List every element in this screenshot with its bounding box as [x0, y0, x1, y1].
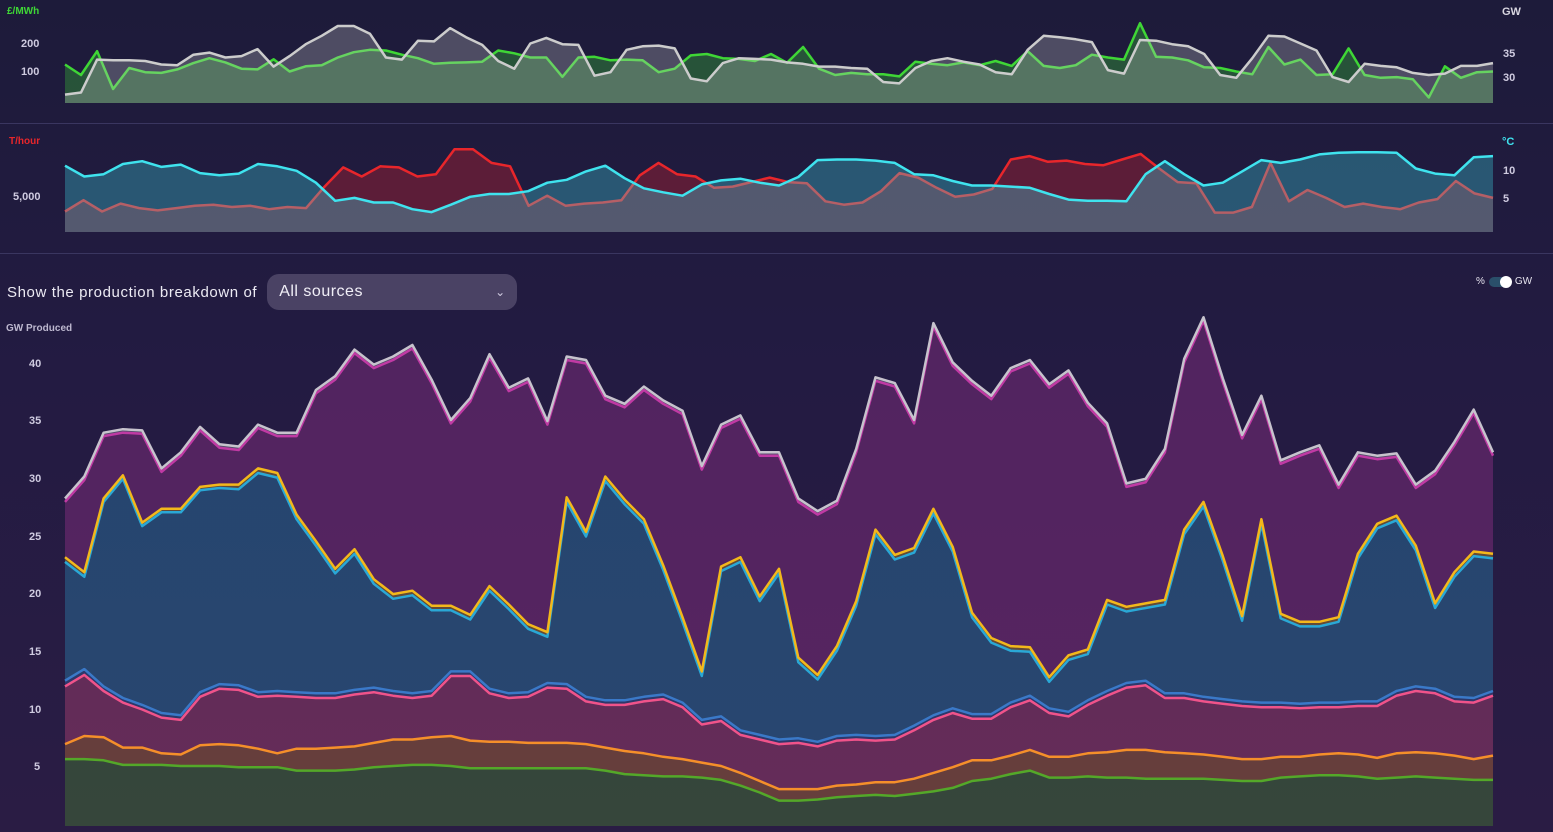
- main-y-tick: 15: [29, 645, 42, 658]
- toggle-percent-label[interactable]: %: [1476, 276, 1485, 287]
- price-tick: 200: [21, 38, 40, 50]
- price-demand-chart[interactable]: [0, 0, 1553, 123]
- price-unit-label: £/MWh: [7, 6, 40, 17]
- green-line[interactable]: [65, 757, 1493, 802]
- breakdown-label: Show the production breakdown of: [7, 283, 258, 301]
- toggle-switch[interactable]: [1488, 275, 1512, 288]
- main-y-tick: 30: [29, 472, 42, 485]
- source-dropdown[interactable]: All sources ⌄: [267, 274, 518, 310]
- temperature-area: [65, 152, 1493, 232]
- temperature-line[interactable]: [64, 150, 1494, 214]
- grey-line[interactable]: [64, 316, 1495, 513]
- main-y-tick: 20: [29, 588, 42, 601]
- carbon-tick: 5,000: [13, 191, 41, 203]
- temperature-unit-label: °C: [1502, 136, 1515, 148]
- main-y-tick: 10: [29, 703, 42, 716]
- temperature-tick: 5: [1503, 193, 1510, 205]
- main-y-tick: 25: [29, 530, 42, 543]
- green-area: [65, 759, 1493, 826]
- demand-tick: 30: [1503, 72, 1516, 84]
- breakdown-controls: Show the production breakdown of All sou…: [7, 274, 518, 310]
- pink-area: [65, 674, 1493, 790]
- toggle-gw-label[interactable]: GW: [1514, 276, 1533, 287]
- carbon-temperature-chart[interactable]: [0, 124, 1553, 253]
- unit-toggle[interactable]: % GW: [1476, 275, 1533, 288]
- demand-line[interactable]: [64, 24, 1494, 96]
- demand-unit-label: GW: [1502, 6, 1521, 18]
- main-y-tick: 5: [34, 761, 41, 774]
- price-demand-panel: £/MWh GW 200 100 35 30: [0, 0, 1553, 124]
- yellow-line[interactable]: [64, 467, 1494, 679]
- demand-tick: 35: [1503, 48, 1516, 60]
- source-dropdown-value: All sources: [279, 283, 363, 300]
- blue-line[interactable]: [64, 667, 1494, 744]
- price-area: [65, 23, 1493, 104]
- demand-area: [65, 26, 1493, 103]
- pink-line[interactable]: [64, 673, 1494, 748]
- toggle-knob: [1499, 275, 1512, 288]
- orange-line[interactable]: [64, 734, 1494, 791]
- magenta-line[interactable]: [64, 319, 1495, 516]
- main-y-tick: 40: [29, 357, 42, 370]
- price-tick: 100: [21, 66, 40, 78]
- main-y-tick: 35: [29, 415, 42, 428]
- temperature-tick: 10: [1503, 165, 1516, 177]
- cyan-area: [65, 473, 1493, 742]
- carbon-line[interactable]: [64, 148, 1494, 214]
- price-line[interactable]: [64, 21, 1494, 99]
- magenta-area: [65, 320, 1493, 678]
- chevron-down-icon: ⌄: [495, 285, 506, 299]
- orange-area: [65, 736, 1493, 801]
- carbon-temperature-panel: T/hour °C 5,000 10 5: [0, 124, 1553, 254]
- carbon-unit-label: T/hour: [9, 136, 41, 147]
- main-y-axis-label: GW Produced: [6, 323, 73, 334]
